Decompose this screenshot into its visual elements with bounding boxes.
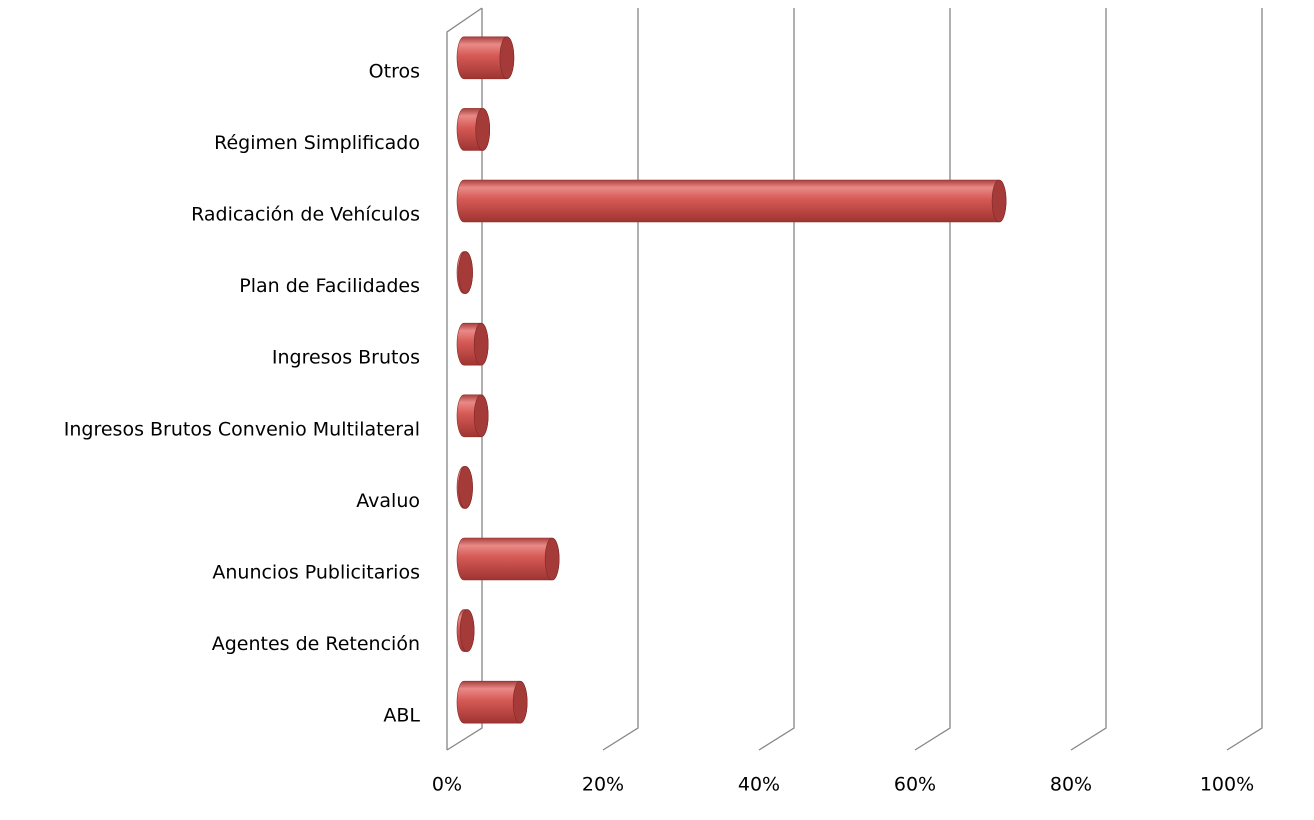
bar-end-cap <box>991 179 1007 223</box>
bar-end-cap <box>458 251 473 294</box>
x-tick-label: 40% <box>738 774 780 796</box>
grid-line <box>758 8 795 751</box>
bar-end-cap <box>499 36 515 80</box>
x-tick-label: 80% <box>1050 774 1092 796</box>
grid-line <box>1226 8 1263 751</box>
x-tick-label: 100% <box>1200 774 1254 796</box>
y-tick-label: Ingresos Brutos <box>272 347 420 369</box>
axis-wall <box>446 7 483 750</box>
bar <box>456 179 1007 223</box>
bar-end-cap <box>544 537 560 581</box>
x-tick-label: 60% <box>894 774 936 796</box>
bar-end-cap <box>473 394 489 438</box>
y-tick-label: Radicación de Vehículos <box>191 204 420 226</box>
y-tick-label: Ingresos Brutos Convenio Multilateral <box>64 418 420 440</box>
bar-end-cap <box>473 322 489 366</box>
grid-line <box>1070 8 1107 751</box>
grid-line <box>602 8 639 751</box>
y-tick-label: Régimen Simplificado <box>214 132 420 154</box>
y-tick-label: Agentes de Retención <box>212 633 420 655</box>
bar-end-cap <box>459 609 475 652</box>
y-tick-label: Anuncios Publicitarios <box>212 562 420 584</box>
y-tick-label: Avaluo <box>356 490 420 512</box>
x-tick-label: 20% <box>582 774 624 796</box>
bar-end-cap <box>458 466 473 509</box>
bar <box>456 537 560 581</box>
y-tick-label: ABL <box>383 705 420 727</box>
y-tick-label: Otros <box>369 60 420 82</box>
grid-line <box>446 8 483 751</box>
bar-end-cap <box>475 108 491 151</box>
y-tick-label: Plan de Facilidades <box>239 275 420 297</box>
x-tick-label: 0% <box>432 774 462 796</box>
grid-line <box>914 8 951 751</box>
bar-end-cap <box>512 680 528 724</box>
